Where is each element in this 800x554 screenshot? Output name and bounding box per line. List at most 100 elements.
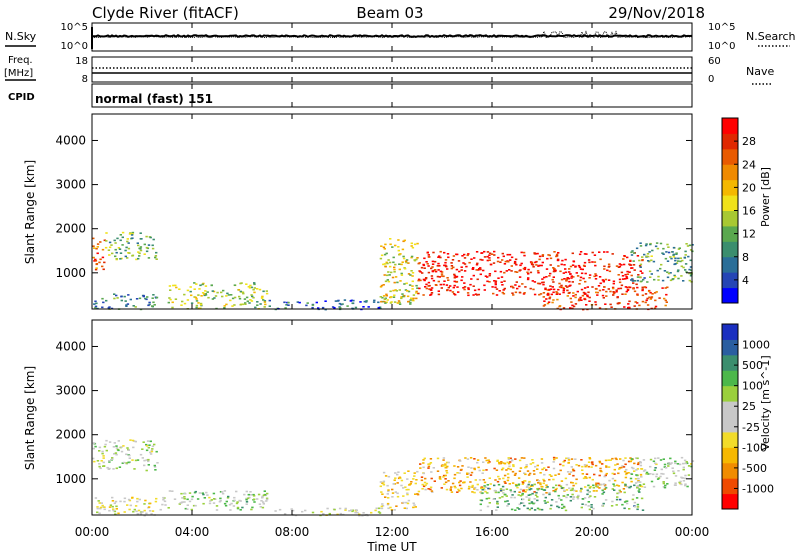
range-cell [598, 307, 602, 309]
range-cell [582, 264, 586, 267]
range-cell [531, 264, 535, 266]
range-cell [631, 250, 634, 252]
range-cell [585, 464, 588, 467]
range-cell [560, 480, 564, 482]
range-cell [581, 469, 584, 471]
range-cell [380, 491, 383, 493]
range-cell [401, 261, 404, 263]
range-cell [227, 294, 231, 296]
range-cell [575, 490, 578, 492]
range-cell [540, 264, 543, 267]
range-cell [469, 457, 473, 459]
range-cell [127, 294, 130, 296]
range-cell [509, 489, 512, 491]
range-cell [392, 296, 396, 298]
range-cell [136, 513, 139, 515]
range-cell [149, 440, 152, 443]
range-cell [646, 304, 650, 306]
range-cell [115, 453, 118, 456]
range-cell [476, 489, 479, 491]
range-cell [547, 254, 550, 256]
range-cell [259, 303, 262, 305]
range-cell [548, 474, 552, 476]
range-cell [575, 464, 578, 466]
range-cell [494, 491, 498, 494]
range-cell [640, 280, 643, 283]
range-cell [472, 285, 475, 287]
range-cell [497, 491, 500, 494]
range-cell [548, 289, 551, 291]
date-title: 29/Nov/2018 [608, 4, 705, 22]
range-cell [627, 303, 630, 305]
range-cell [672, 246, 676, 249]
range-cell [640, 497, 644, 500]
range-cell [450, 267, 453, 270]
range-cell [505, 495, 508, 497]
range-cell [423, 267, 426, 269]
range-cell [416, 287, 419, 289]
range-cell [483, 284, 486, 287]
range-cell [349, 300, 352, 302]
range-cell [633, 501, 637, 504]
range-cell [168, 490, 172, 492]
range-cell [645, 473, 648, 475]
range-cell [386, 493, 389, 495]
range-cell [110, 244, 113, 246]
range-cell [262, 290, 265, 293]
range-cell [238, 297, 242, 300]
range-cell [189, 290, 192, 293]
range-cell [649, 458, 653, 461]
range-cell [400, 484, 403, 487]
range-cell [518, 291, 522, 294]
range-cell [672, 278, 675, 280]
range-cell [595, 291, 598, 294]
range-cell [687, 474, 691, 476]
range-cell [333, 307, 336, 309]
range-cell [150, 449, 154, 452]
range-cell [523, 292, 526, 294]
range-cell [132, 305, 135, 307]
range-cell [640, 485, 644, 488]
range-cell [248, 302, 251, 304]
range-cell [94, 300, 97, 303]
range-cell [517, 483, 521, 486]
range-cell [186, 289, 190, 292]
range-cell [619, 498, 622, 501]
range-cell [434, 284, 438, 286]
range-cell [567, 457, 570, 459]
range-cell [536, 507, 540, 510]
range-cell [563, 489, 566, 492]
range-cell [103, 239, 106, 242]
range-cell [628, 263, 631, 266]
range-cell [207, 296, 210, 299]
range-cell [262, 494, 266, 497]
range-cell [557, 506, 561, 509]
range-cell [678, 481, 681, 484]
range-cell [466, 292, 470, 294]
range-cell [624, 473, 628, 476]
range-cell [689, 259, 692, 262]
range-cell [629, 457, 632, 459]
range-cell [422, 294, 425, 296]
cpid-text: normal (fast) 151 [95, 92, 213, 106]
range-cell [442, 459, 445, 461]
range-cell [551, 301, 554, 304]
range-cell [411, 299, 415, 301]
range-cell [526, 278, 530, 281]
range-cell [400, 296, 403, 298]
range-cell [642, 483, 646, 485]
range-cell [554, 270, 557, 273]
range-cell [404, 260, 408, 262]
range-cell [444, 259, 448, 261]
range-cell [181, 300, 184, 303]
range-cell [382, 284, 385, 286]
range-cell [656, 269, 659, 272]
range-cell [466, 476, 469, 478]
range-cell [606, 269, 609, 272]
range-cell [556, 505, 559, 508]
range-cell [572, 469, 576, 472]
range-cell [580, 487, 583, 490]
range-cell [645, 243, 648, 245]
range-cell [404, 486, 407, 488]
